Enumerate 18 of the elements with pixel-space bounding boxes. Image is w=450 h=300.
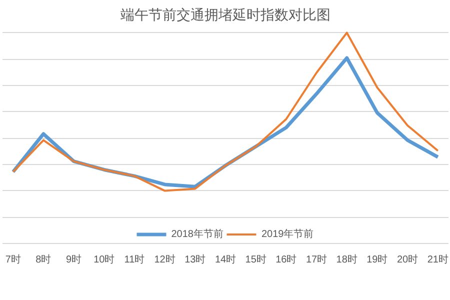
x-tick-label: 21时 (427, 254, 448, 266)
chart-title: 端午节前交通拥堵延时指数对比图 (120, 8, 330, 24)
legend-label: 2019年节前 (262, 228, 314, 241)
x-tick-label: 20时 (396, 254, 418, 266)
x-tick-label: 17时 (306, 254, 328, 266)
x-tick-label: 15时 (245, 254, 266, 266)
x-tick-label: 8时 (36, 254, 52, 266)
x-tick-label: 9时 (66, 254, 82, 266)
x-tick-label: 13时 (184, 254, 206, 266)
x-tick-label: 12时 (154, 254, 176, 266)
legend-label: 2018年节前 (171, 228, 224, 241)
x-tick-label: 10时 (94, 254, 115, 266)
x-tick-label: 16时 (276, 254, 297, 266)
x-tick-label: 11时 (124, 254, 145, 266)
x-tick-label: 7时 (5, 254, 21, 266)
x-tick-label: 19时 (366, 254, 388, 266)
x-tick-label: 18时 (336, 254, 358, 266)
x-tick-label: 14时 (214, 254, 236, 266)
